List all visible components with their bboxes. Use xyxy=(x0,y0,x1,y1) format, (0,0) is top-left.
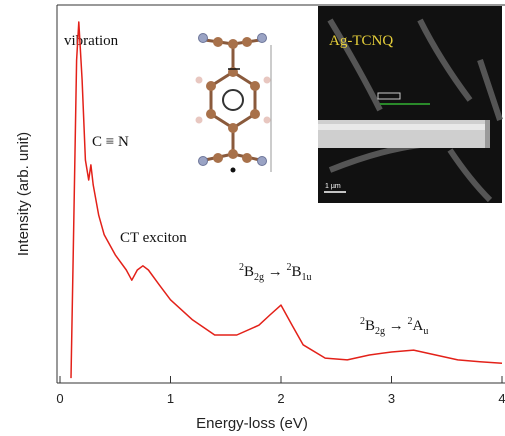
x-tick-label: 0 xyxy=(56,391,63,406)
text: B xyxy=(365,318,375,334)
sub: 1u xyxy=(302,272,312,283)
annotation: vibration xyxy=(64,33,119,49)
text: A xyxy=(413,318,424,334)
chart: Energy-loss (eV) Intensity (arb. unit) v… xyxy=(0,0,505,436)
annotation: 2B2g → 2B1u xyxy=(239,262,312,283)
sub: 2g xyxy=(375,326,385,337)
text: B xyxy=(244,264,254,280)
annotation: 2B2g → 2Au xyxy=(360,316,428,337)
inset-label: Ag-TCNQ xyxy=(329,33,393,49)
micrograph-inset: Ag-TCNQ 1 µm xyxy=(318,6,502,203)
x-tick-label: 2 xyxy=(277,391,284,406)
sub: u xyxy=(423,326,428,337)
x-tick-label: 4 xyxy=(498,391,505,406)
annotation: CT exciton xyxy=(120,230,187,246)
molecule-inset xyxy=(196,34,272,173)
text: → xyxy=(264,264,287,280)
sub: 2g xyxy=(254,272,264,283)
x-tick-label: 1 xyxy=(167,391,174,406)
x-axis-label: Energy-loss (eV) xyxy=(196,415,308,432)
y-axis-label: Intensity (arb. unit) xyxy=(15,132,32,256)
text: → xyxy=(385,318,408,334)
text: B xyxy=(292,264,302,280)
scale-bar-label: 1 µm xyxy=(325,183,341,190)
x-tick-label: 3 xyxy=(388,391,395,406)
page: {"chart_data": { "type": "line", "x_labe… xyxy=(0,0,505,436)
annotation: C ≡ N xyxy=(92,134,129,150)
